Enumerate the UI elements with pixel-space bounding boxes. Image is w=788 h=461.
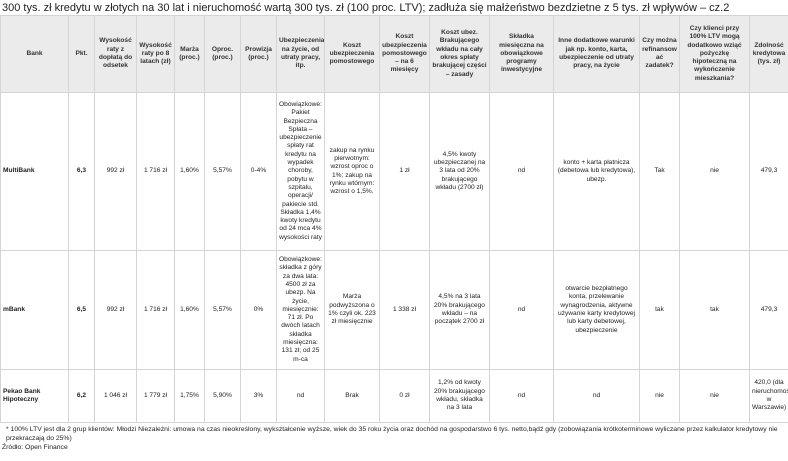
table-cell: 6,3 xyxy=(68,92,95,251)
table-cell: Obowiązkowe: składka z góry za dwa lata:… xyxy=(276,250,325,370)
header-cell: Inne dodatkowe warunki jak np. konto, ka… xyxy=(553,15,640,93)
header-cell: Czy można refinansow ać zadatek? xyxy=(639,15,680,93)
header-cell: Wysokość raty po 8 latach (zł) xyxy=(136,15,175,93)
header-cell: Prowizja (proc.) xyxy=(240,15,277,93)
table-cell: tak xyxy=(639,250,680,370)
table-cell: 6,2 xyxy=(68,369,95,423)
table-cell: 1 779 zł xyxy=(136,369,175,423)
table-cell: Pekao Bank Hipoteczny xyxy=(0,369,69,423)
table-cell: 6,5 xyxy=(68,250,95,370)
header-cell: Oproc. (proc.) xyxy=(204,15,241,93)
table-cell: Brak xyxy=(324,369,380,423)
table-cell: nd xyxy=(489,250,554,370)
table-cell: 1 716 zł xyxy=(136,250,175,370)
table-cell: MultiBank xyxy=(0,92,69,251)
table-row: MultiBank 6,3 992 zł 1 716 zł 1,60% 5,57% 0-4%… xyxy=(0,92,788,251)
table-cell: tak xyxy=(679,250,750,370)
table-cell: otwarcie bezpłatnego konta, przelewanie … xyxy=(553,250,640,370)
table-row: mBank 6,5 992 zł 1 716 zł 1,60% 5,57% 0% Obowią… xyxy=(0,250,788,370)
header-cell: Koszt ubez. Brakującego wkładu na cały o… xyxy=(429,15,490,93)
table-cell: 5,57% xyxy=(204,92,241,251)
header-row: Bank Pkt. Wysokość raty z dopłatą do odset… xyxy=(0,15,788,93)
header-cell: Czy klienci przy 100% LTV mogą dodatkowo… xyxy=(679,15,750,93)
table-cell: nie xyxy=(639,369,680,423)
table-cell: konto + karta płatnicza (debetowa lub kr… xyxy=(553,92,640,251)
header-cell: Marża (proc.) xyxy=(174,15,205,93)
table-cell: nd xyxy=(276,369,325,423)
table-cell: nd xyxy=(553,369,640,423)
table-cell: 1,60% xyxy=(174,250,205,370)
table-cell: 479,3 xyxy=(749,92,788,251)
table-cell: nd xyxy=(489,369,554,423)
table-cell: 992 zł xyxy=(94,92,137,251)
table-cell: zakup na rynku pierwotnym: wzrost oproc … xyxy=(324,92,380,251)
table-cell: 1 338 zł xyxy=(379,250,430,370)
source: Źródło: Open Finance xyxy=(2,444,68,451)
header-cell: Składka miesięczna na obowiązkowe progra… xyxy=(489,15,554,93)
table-cell: nd xyxy=(489,92,554,251)
header-cell: Koszt ubezpieczenia pomostowego xyxy=(324,15,380,93)
header-cell: Ubezpieczenia na życie, od utraty pracy,… xyxy=(276,15,325,93)
header-cell: Koszt ubezpieczenia pomostowego – na 6 m… xyxy=(379,15,430,93)
table: Bank Pkt. Wysokość raty z dopłatą do odset… xyxy=(0,15,788,423)
table-cell: 4,5% kwoty ubezpieczanej na 3 lata od 20… xyxy=(429,92,490,251)
table-cell: 1 046 zł xyxy=(94,369,137,423)
table-cell: Obowiązkowe: Pakiet Bezpieczna Spłata – … xyxy=(276,92,325,251)
header-cell: Bank xyxy=(0,15,69,93)
table-cell: nie xyxy=(679,369,750,423)
table-row: Pekao Bank Hipoteczny 6,2 1 046 zł 1 779 zł… xyxy=(0,369,788,423)
table-cell: 4,5% na 3 lata 20% brakującego wkładu – … xyxy=(429,250,490,370)
header-cell: Wysokość raty z dopłatą do odsetek xyxy=(94,15,137,93)
table-cell: 992 zł xyxy=(94,250,137,370)
table-cell: 1 zł xyxy=(379,92,430,251)
table-cell: 3% xyxy=(240,369,277,423)
table-cell: 420,0 (dla nieruchomości w Warszawie) xyxy=(749,369,788,423)
table-cell: nie xyxy=(679,92,750,251)
table-cell: 1 716 zł xyxy=(136,92,175,251)
header-cell: Pkt. xyxy=(68,15,95,93)
table-cell: 5,57% xyxy=(204,250,241,370)
table-cell: 0 zł xyxy=(379,369,430,423)
header-cell: Zdolność kredytowa (tys. zł) xyxy=(749,15,788,93)
table-cell: Marża podwyższona o 1% czyli ok. 223 zł … xyxy=(324,250,380,370)
table-cell: 5,90% xyxy=(204,369,241,423)
table-cell: Tak xyxy=(639,92,680,251)
table-cell: 1,60% xyxy=(174,92,205,251)
table-cell: 0% xyxy=(240,250,277,370)
table-cell: 0-4% xyxy=(240,92,277,251)
table-cell: 1,75% xyxy=(174,369,205,423)
table-cell: 479,3 xyxy=(749,250,788,370)
title: 300 tys. zł kredytu w złotych na 30 lat … xyxy=(2,2,730,14)
footnote: * 100% LTV jest dla 2 grup klientów: Mło… xyxy=(6,426,778,442)
table-cell: 1,2% od kwoty 20% brakującego wkładu, sk… xyxy=(429,369,490,423)
table-cell: mBank xyxy=(0,250,69,370)
